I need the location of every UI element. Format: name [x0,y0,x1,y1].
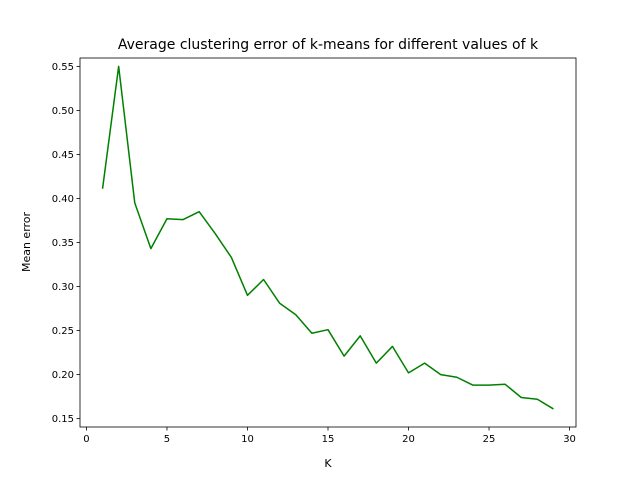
x-tick-label: 5 [164,434,170,445]
y-tick-label: 0.45 [52,150,74,161]
y-tick-label: 0.55 [52,62,74,73]
y-tick-label: 0.25 [52,326,74,337]
y-tick-label: 0.15 [52,414,74,425]
x-tick-label: 10 [241,434,254,445]
x-axis: 0 5 10 15 20 25 30 [83,427,576,445]
y-tick-label: 0.40 [52,194,74,205]
y-axis-label: Mean error [20,211,33,272]
plot-background [80,58,576,427]
plot-area [79,57,577,428]
y-tick-label: 0.20 [52,370,74,381]
x-axis-label: K [324,457,332,470]
y-tick-label: 0.30 [52,282,74,293]
x-tick-label: 0 [83,434,89,445]
x-tick-label: 30 [563,434,576,445]
y-tick-label: 0.50 [52,106,74,117]
chart-title: Average clustering error of k-means for … [118,37,539,53]
x-tick-label: 20 [402,434,415,445]
x-tick-label: 25 [483,434,496,445]
y-tick-label: 0.35 [52,238,74,249]
y-axis: 0.15 0.20 0.25 0.30 0.35 0.40 0.45 0.50 0.55 [52,62,80,425]
x-tick-label: 15 [322,434,335,445]
